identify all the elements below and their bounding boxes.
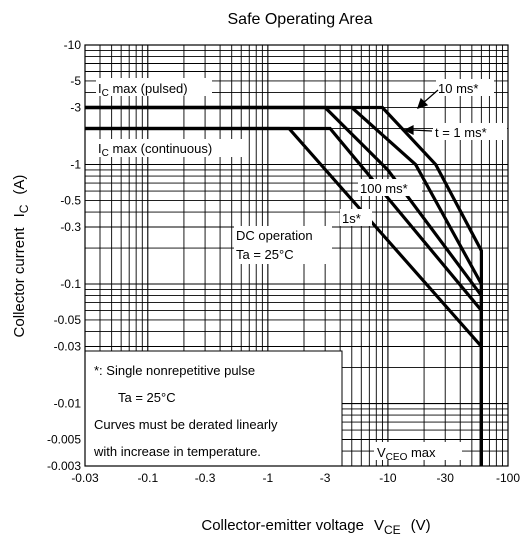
y-tick-label: -1 — [70, 158, 81, 172]
y-tick-label: -0.01 — [54, 397, 82, 411]
x-tick-label: -1 — [263, 471, 274, 485]
svg-text:t = 1 ms*: t = 1 ms* — [435, 125, 487, 140]
annotation-dc: DC operation Ta = 25°C — [234, 226, 332, 264]
annotation-ic-continuous: IC max (continuous) — [96, 139, 242, 159]
series-line-ms1 — [85, 105, 483, 466]
annotation-100ms: 100 ms* — [358, 179, 422, 196]
x-axis-label: Collector-emitter voltage VCE (V) — [201, 517, 430, 537]
note-box — [84, 350, 343, 467]
arrowhead-10ms — [417, 97, 429, 109]
x-tick-labels: -0.03 -0.1 -0.3 -1 -3 -10 -30 -100 — [71, 471, 520, 485]
svg-text:DC operation: DC operation — [236, 228, 313, 243]
note-line-1: *: Single nonrepetitive pulse — [94, 363, 255, 378]
y-tick-label: -0.3 — [60, 220, 81, 234]
y-tick-label: -0.1 — [60, 277, 81, 291]
y-tick-label: -5 — [70, 74, 81, 88]
note-line-4: with increase in temperature. — [93, 444, 261, 459]
annotation-ic-pulsed: IC max (pulsed) — [96, 78, 212, 99]
x-tick-label: -0.3 — [195, 471, 216, 485]
y-tick-label: -0.003 — [47, 459, 81, 473]
annotation-1ms: t = 1 ms* — [433, 123, 507, 140]
svg-text:VCEO max: VCEO max — [377, 445, 436, 463]
svg-text:1s*: 1s* — [342, 211, 361, 226]
x-tick-label: -100 — [496, 471, 520, 485]
annotation-arrows — [403, 89, 439, 135]
annotation-vceo: VCEO max — [374, 442, 462, 463]
x-tick-label: -3 — [320, 471, 331, 485]
note-line-3: Curves must be derated linearly — [94, 417, 278, 432]
svg-text:IC max (continuous): IC max (continuous) — [98, 141, 212, 159]
svg-text:10 ms*: 10 ms* — [438, 81, 478, 96]
arrow-1ms — [411, 129, 433, 132]
series-lines — [85, 105, 483, 466]
arrow-10ms — [421, 89, 439, 105]
arrowhead-1ms — [403, 125, 414, 135]
y-tick-label: -0.05 — [54, 313, 82, 327]
chart-title: Safe Operating Area — [228, 11, 373, 28]
y-tick-label: -0.5 — [60, 193, 81, 207]
annotation-10ms: 10 ms* — [436, 79, 494, 96]
x-tick-label: -0.03 — [71, 471, 99, 485]
svg-text:100 ms*: 100 ms* — [360, 181, 408, 196]
y-tick-label: -3 — [70, 100, 81, 114]
x-tick-label: -10 — [379, 471, 397, 485]
y-tick-label: -0.03 — [54, 339, 82, 353]
note-line-2: Ta = 25°C — [118, 390, 176, 405]
y-tick-label: -0.005 — [47, 432, 81, 446]
x-tick-label: -30 — [437, 471, 455, 485]
annotation-1s: 1s* — [340, 209, 372, 226]
x-tick-label: -0.1 — [137, 471, 158, 485]
y-tick-label: -10 — [64, 38, 82, 52]
y-tick-labels: -10 -5 -3 -1 -0.5 -0.3 -0.1 -0.05 -0.03 -0.01 -0.0… — [47, 38, 81, 473]
svg-text:Ta = 25°C: Ta = 25°C — [236, 247, 294, 262]
y-axis-label: Collector currentIC(A) — [11, 175, 31, 338]
plot-frame — [84, 44, 509, 467]
svg-text:IC max (pulsed): IC max (pulsed) — [98, 81, 188, 99]
